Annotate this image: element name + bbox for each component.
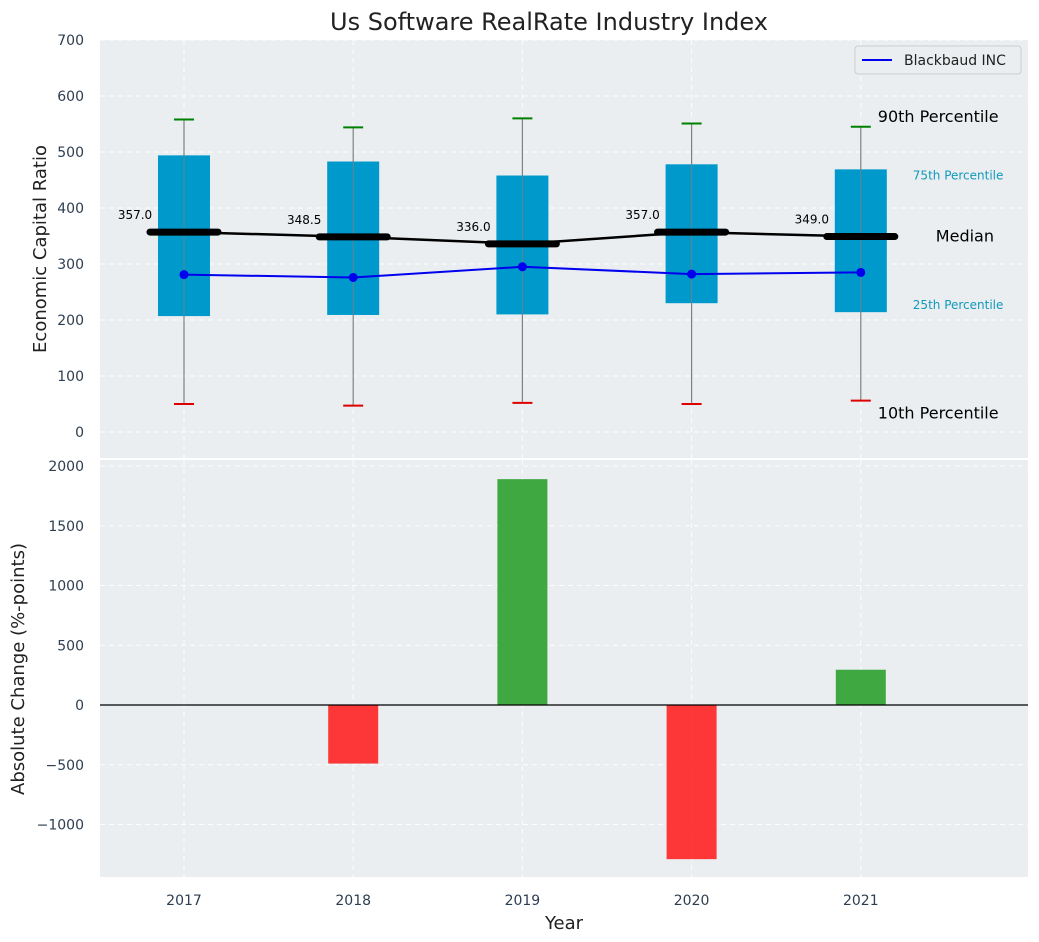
bottom-y-tick-label: −500 [46,758,84,774]
top-y-tick-label: 500 [57,145,84,161]
bar-negative [328,705,379,764]
top-y-tick-label: 700 [57,33,84,49]
top-y-tick-label: 0 [75,425,84,441]
top-y-axis-title: Economic Capital Ratio [30,145,51,353]
legend-label-blackbaud: Blackbaud INC [904,53,1006,69]
annotation-p75: 75th Percentile [913,168,1004,182]
median-value-label: 357.0 [118,208,152,222]
series-point-blackbaud [856,267,866,277]
median-value-label: 357.0 [625,208,659,222]
annotation-p90: 90th Percentile [878,107,999,126]
annotation-p10: 10th Percentile [878,404,999,423]
bottom-y-tick-label: 1500 [48,519,84,535]
bottom-y-tick-label: 0 [75,698,84,714]
x-tick-label: 2018 [335,893,371,909]
bottom-y-tick-label: 2000 [48,459,84,475]
series-point-blackbaud [348,272,358,282]
top-panel: 0 100 200 300 400 500 600 700 Economic Capital R… [30,33,1028,458]
bar-positive [497,479,548,705]
chart-title: Us Software RealRate Industry Index [330,8,768,36]
bar-negative [666,705,717,860]
x-tick-label: 2020 [674,893,710,909]
annotation-p25: 25th Percentile [913,298,1004,312]
bottom-y-axis-title: Absolute Change (%-points) [8,543,29,795]
bottom-panel: −1000 −500 0 500 1000 1500 2000 2017 2018 2019 202… [8,459,1028,934]
median-value-label: 348.5 [287,213,321,227]
x-axis-title: Year [544,913,584,934]
bottom-y-tick-label: −1000 [37,818,84,834]
series-point-blackbaud [517,262,527,272]
bar-positive [835,669,886,705]
x-tick-label: 2021 [843,893,879,909]
annotation-median: Median [936,227,994,246]
x-tick-label: 2017 [166,893,202,909]
top-y-tick-label: 300 [57,257,84,273]
top-y-tick-label: 200 [57,313,84,329]
series-point-blackbaud [687,269,697,279]
series-point-blackbaud [179,270,189,280]
legend-box [854,45,1022,75]
top-y-tick-label: 600 [57,89,84,105]
top-plot-area [100,40,1028,458]
bottom-plot-area [100,460,1028,877]
top-y-tick-label: 400 [57,201,84,217]
bottom-y-tick-label: 1000 [48,579,84,595]
x-tick-label: 2019 [505,893,541,909]
bottom-y-tick-label: 500 [57,638,84,654]
legend: Blackbaud INC [854,45,1022,75]
top-y-tick-label: 100 [57,369,84,385]
median-value-label: 336.0 [456,220,490,234]
median-value-label: 349.0 [795,213,829,227]
